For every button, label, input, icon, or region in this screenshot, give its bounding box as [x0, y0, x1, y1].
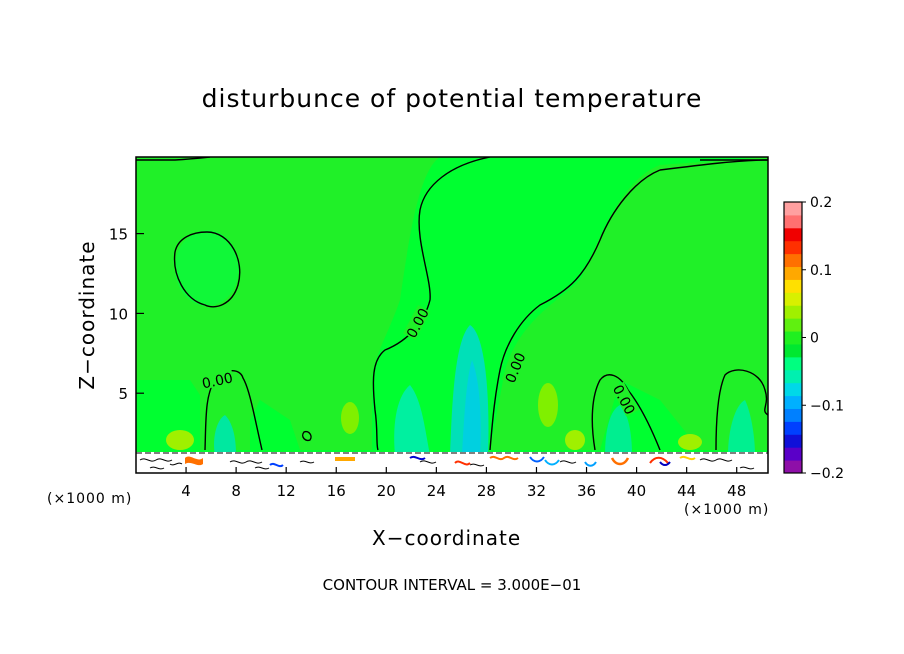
field-blob-a [175, 230, 239, 306]
colorbar-swatch [784, 408, 802, 422]
colorbar-swatch [784, 240, 802, 255]
field-region-positive-right [490, 157, 768, 450]
y-tick-label: 15 [109, 226, 128, 244]
contour-line-right-b [715, 369, 768, 451]
x-tick-label: 20 [377, 482, 396, 500]
colorbar-swatch [784, 395, 802, 409]
colorbar-swatch [784, 292, 802, 306]
contour-interval-note: CONTOUR INTERVAL = 3.000E−01 [322, 576, 582, 594]
surface-layer-colors [185, 455, 696, 468]
x-tick-label: 48 [727, 482, 746, 500]
y-tick-label: 10 [109, 305, 128, 323]
colorbar-swatch [784, 356, 802, 371]
spot-e [678, 434, 702, 450]
spot-b [341, 402, 359, 434]
x-tick-label: 8 [231, 482, 241, 500]
colorbar-swatch [784, 421, 802, 435]
chart-title: disturbunce of potential temperature [201, 84, 703, 113]
contour-line-central-c [659, 159, 768, 171]
spot-a [166, 430, 194, 450]
contour-line-right-a [591, 374, 661, 451]
plume-d [214, 415, 236, 455]
colorbar-swatch [784, 343, 802, 358]
colorbar-tick-label: −0.1 [810, 398, 844, 414]
x-axis-unit-left: (×1000 m) [47, 491, 133, 507]
x-tick-label: 28 [477, 482, 496, 500]
colorbar-tick-label: −0.2 [810, 466, 844, 482]
spot-c [538, 383, 558, 427]
contour-line-small [301, 430, 312, 442]
x-tick-label: 32 [527, 482, 546, 500]
colorbar-swatch [784, 382, 802, 397]
x-tick-label: 44 [677, 482, 696, 500]
colorbar-swatch [784, 253, 802, 268]
plume-a [394, 385, 430, 455]
contour-label-bg [501, 349, 527, 385]
plot-frame [135, 156, 769, 474]
colorbar-swatch [784, 434, 802, 448]
colorbar-swatch [784, 202, 802, 216]
x-tick-label: 24 [427, 482, 446, 500]
colorbar-tick-label: 0.2 [810, 195, 832, 211]
y-axis-label: Z−coordinate [75, 240, 99, 390]
x-tick-label: 40 [627, 482, 646, 500]
colorbar-swatch [784, 331, 802, 345]
plume-f [728, 400, 755, 455]
x-axis-label: X−coordinate [372, 526, 522, 550]
x-tick-label: 12 [277, 482, 296, 500]
contour-label-bg [611, 381, 639, 417]
colorbar-swatch [784, 305, 802, 319]
colorbar-tick-label: 0.1 [810, 263, 832, 279]
x-axis-unit-right: (×1000 m) [684, 502, 770, 518]
colorbar-swatch [784, 214, 802, 229]
plume-c [462, 360, 481, 455]
colorbar-swatch [784, 227, 802, 242]
contour-label-bg [403, 305, 431, 340]
spot-d [565, 430, 585, 450]
colorbar-swatch [784, 266, 802, 280]
surface-layer [136, 452, 768, 473]
contour-label: 0.00 [201, 370, 235, 392]
y-tick-label: 5 [118, 385, 128, 403]
surface-layer-details [136, 452, 768, 470]
contour-line-central-b [489, 169, 661, 451]
colorbar-swatch [784, 460, 802, 474]
contour-label-bg [200, 369, 235, 390]
contour-line-ellipse [173, 231, 241, 308]
x-tick-label: 4 [181, 482, 191, 500]
colorbar-tick-label: 0 [810, 331, 819, 347]
plume-e [605, 405, 632, 455]
x-tick-label: 36 [577, 482, 596, 500]
colorbar-swatch [784, 318, 802, 332]
colorbar-swatch [784, 369, 802, 384]
colorbar-swatch [784, 279, 802, 293]
colorbar-swatch [784, 447, 802, 461]
x-tick-label: 16 [327, 482, 346, 500]
